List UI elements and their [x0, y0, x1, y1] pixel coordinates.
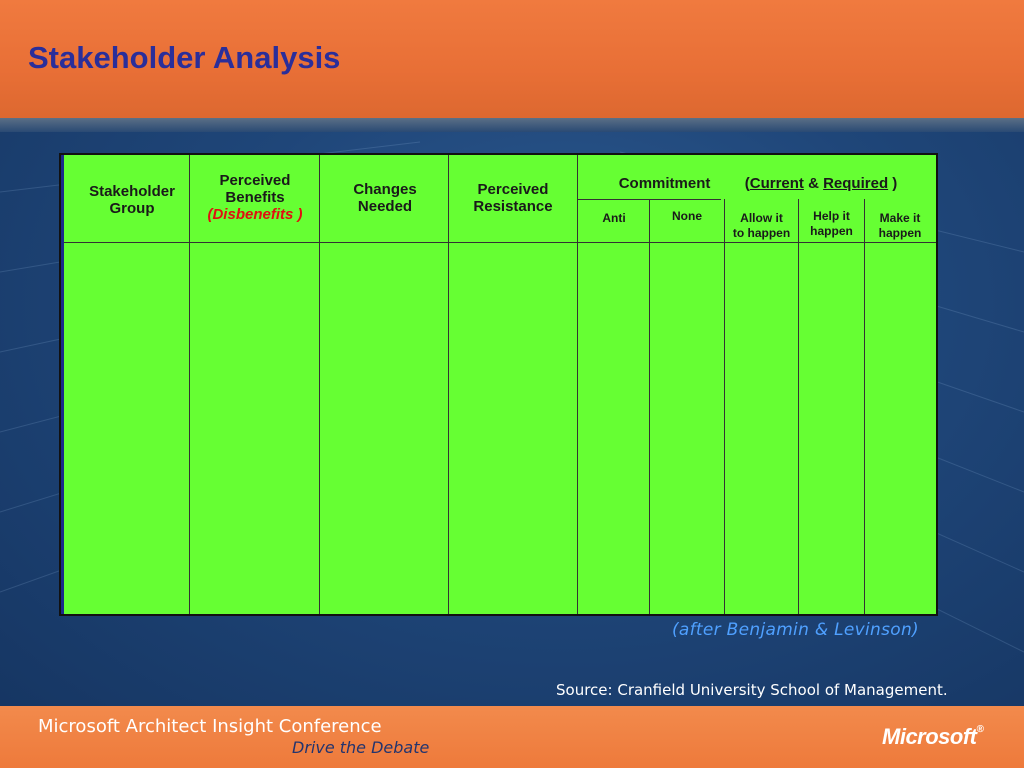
subheader-allow-line2: to happen [732, 226, 791, 240]
col-divider-1 [189, 155, 190, 614]
header-commitment: Commitment (Current & Required ) [583, 175, 933, 192]
stakeholder-table: Stakeholder Group Perceived Benefits (Di… [59, 153, 938, 616]
header-disbenefits-label: (Disbenefits ) [207, 206, 303, 223]
col-divider-3 [448, 155, 449, 614]
microsoft-logo-text: Microsoft [882, 724, 977, 749]
subheader-make-line2: happen [878, 226, 922, 240]
header-perceived-benefits: Perceived Benefits (Disbenefits ) [191, 172, 319, 223]
commitment-label: Commitment [618, 175, 711, 192]
header-shadow [0, 118, 1024, 132]
header-separator [61, 242, 936, 243]
subheader-help-line2: happen [810, 224, 853, 238]
header-changes-needed: Changes Needed [353, 181, 417, 215]
subheader-allow-it: Allow it to happen [725, 211, 798, 241]
subheader-make-line1: Make it [879, 211, 921, 225]
footer-band [0, 706, 1024, 768]
attribution-caption: (after Benjamin & Levinson) [672, 620, 919, 640]
commitment-paren-open: ( [744, 175, 750, 192]
subheader-none: None [672, 209, 702, 223]
col-divider-6 [724, 199, 725, 614]
subheader-help-line1: Help it [813, 209, 850, 223]
col-divider-2 [319, 155, 320, 614]
commitment-current: Current [749, 175, 804, 192]
conference-name: Microsoft Architect Insight Conference [38, 716, 382, 737]
header-stakeholder-group: Stakeholder Group [89, 183, 175, 217]
table-left-edge [61, 155, 64, 614]
commitment-required: Required [823, 175, 889, 192]
commitment-paren-close: ) [892, 175, 898, 192]
subheader-make-it: Make it happen [865, 211, 935, 241]
header-benefits-label: Perceived Benefits [219, 172, 291, 206]
header-perceived-resistance: Perceived Resistance [473, 181, 553, 215]
commitment-ampersand: & [808, 175, 819, 192]
slide-title: Stakeholder Analysis [28, 40, 341, 75]
subheader-anti: Anti [602, 211, 626, 225]
col-divider-5 [649, 199, 650, 614]
col-divider-4 [577, 155, 578, 614]
subheader-allow-line1: Allow it [740, 211, 783, 225]
subheader-help-it: Help it happen [799, 209, 864, 239]
header-band [0, 0, 1024, 118]
microsoft-logo: Microsoft® [882, 724, 984, 749]
col-divider-8 [864, 199, 865, 614]
col-divider-7 [798, 199, 799, 614]
source-note: Source: Cranfield University School of M… [556, 681, 948, 699]
conference-tagline: Drive the Debate [292, 738, 430, 757]
